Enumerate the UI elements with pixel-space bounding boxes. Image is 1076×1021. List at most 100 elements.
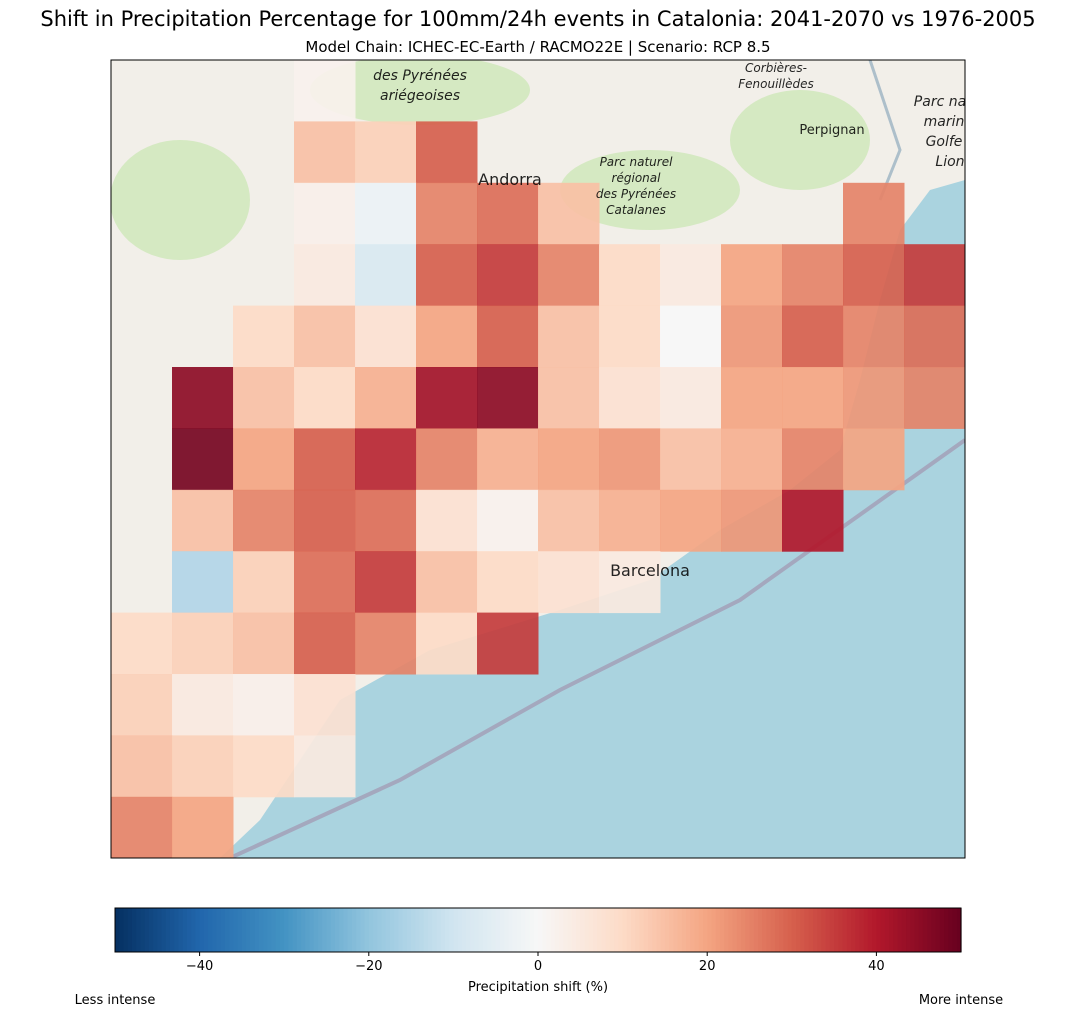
cell (416, 489, 478, 552)
colorbar-segment (880, 908, 886, 952)
colorbar-segment (398, 908, 404, 952)
colorbar-segment (516, 908, 522, 952)
colorbar-segment (470, 908, 476, 952)
cell (538, 182, 600, 245)
map: des Pyrénées ariégeoises Corbières- Fenouil… (111, 60, 965, 858)
colorbar-segment (216, 908, 222, 952)
colorbar-segment (838, 908, 844, 952)
cell (599, 367, 661, 429)
colorbar-segment (538, 908, 543, 952)
colorbar-segment (821, 908, 827, 952)
cell (538, 489, 600, 552)
colorbar-segment (499, 908, 505, 952)
colorbar-segment (199, 908, 205, 952)
colorbar-segment (288, 908, 294, 952)
colorbar-segment (279, 908, 285, 952)
colorbar-segment (474, 908, 480, 952)
colorbar-segment (825, 908, 831, 952)
colorbar-segment (461, 908, 467, 952)
colorbar-segment (601, 908, 607, 952)
colorbar-segment (550, 908, 556, 952)
colorbar-segment (597, 908, 603, 952)
colorbar-segment (681, 908, 687, 952)
cell (294, 674, 356, 736)
colorbar-segment (305, 908, 311, 952)
colorbar-segment (318, 908, 323, 952)
cell (660, 428, 722, 491)
colorbar-segment (186, 908, 192, 952)
colorbar-segment (453, 908, 459, 952)
colorbar-segment (246, 908, 251, 952)
cell (416, 367, 478, 429)
cell (660, 367, 722, 429)
colorbar-segment (702, 908, 708, 952)
cell (294, 121, 356, 184)
colorbar-segment (656, 908, 662, 952)
cell (721, 305, 783, 368)
cell (416, 612, 478, 675)
colorbar-segment (504, 908, 509, 952)
colorbar-segment (694, 908, 700, 952)
cell (111, 796, 173, 858)
colorbar-segment (863, 908, 869, 952)
colorbar-segment (153, 908, 158, 952)
colorbar-segment (339, 908, 345, 952)
colorbar-segment (457, 908, 463, 952)
colorbar-segment (309, 908, 315, 952)
map-label: Golfe (926, 134, 963, 150)
colorbar-segment (673, 908, 679, 952)
cell (172, 551, 234, 614)
cell (416, 305, 478, 368)
map-label: marin (924, 114, 965, 130)
colorbar-segment (757, 908, 763, 952)
colorbar-segment (491, 908, 497, 952)
map-label: Fenouillèdes (738, 77, 813, 91)
cell (111, 735, 173, 798)
right-note: More intense (919, 993, 1003, 1008)
colorbar-segment (495, 908, 501, 952)
cell (294, 612, 356, 675)
colorbar-segment (334, 908, 340, 952)
cell (721, 367, 783, 429)
cell (477, 428, 539, 491)
cell (904, 367, 965, 429)
cell (172, 428, 234, 491)
colorbar-segment (635, 908, 641, 952)
cell (416, 244, 478, 307)
colorbar-segment (584, 908, 590, 952)
cell (599, 244, 661, 307)
colorbar-segment (707, 908, 713, 952)
cell (294, 428, 356, 491)
colorbar-segment (605, 908, 611, 952)
colorbar-segment (394, 908, 400, 952)
cell (782, 305, 844, 368)
colorbar-segment (127, 908, 133, 952)
map-label: Barcelona (610, 561, 690, 580)
colorbar-segment (851, 908, 856, 952)
colorbar-segment (292, 908, 298, 952)
colorbar-segment (203, 908, 209, 952)
colorbar-segment (296, 908, 302, 952)
colorbar-segment (119, 908, 125, 952)
forest (310, 60, 530, 125)
colorbar-segment (233, 908, 239, 952)
colorbar-segment (935, 908, 941, 952)
colorbar-segment (614, 908, 619, 952)
cell (843, 367, 905, 429)
colorbar-segment (914, 908, 920, 952)
colorbar-segment (609, 908, 615, 952)
cell (294, 305, 356, 368)
colorbar-segment (783, 908, 789, 952)
colorbar-segment (512, 908, 518, 952)
cell (843, 305, 905, 368)
colorbar-segment (419, 908, 425, 952)
cell (599, 428, 661, 491)
colorbar-label: Precipitation shift (%) (468, 980, 608, 995)
cell (477, 367, 539, 429)
cell-layer (111, 60, 965, 858)
colorbar-segment (664, 908, 670, 952)
colorbar-segment (521, 908, 526, 952)
colorbar-segment (834, 908, 839, 952)
colorbar-segment (347, 908, 353, 952)
